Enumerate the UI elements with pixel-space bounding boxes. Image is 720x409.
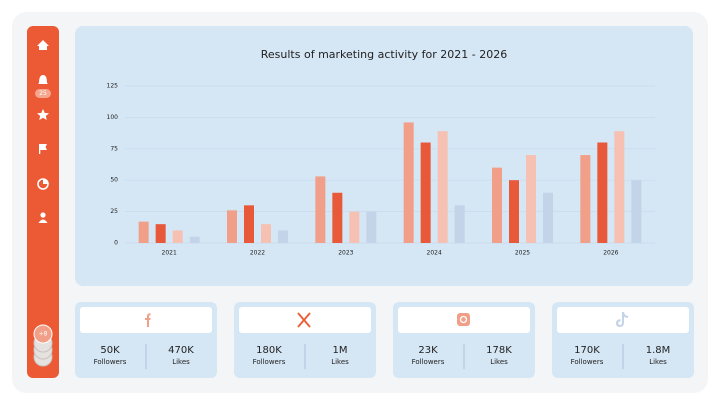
bar — [454, 205, 465, 243]
bar — [172, 230, 183, 243]
followers-label: Followers — [253, 358, 286, 366]
x-tick-label: 2022 — [250, 250, 265, 257]
bar — [155, 224, 166, 243]
x-icon — [297, 312, 311, 328]
more-avatars[interactable] — [33, 324, 53, 344]
user-icon-head[interactable] — [40, 212, 46, 218]
user-icon-body — [38, 219, 48, 223]
bar — [526, 155, 536, 243]
bell-icon[interactable] — [38, 75, 48, 84]
bar — [403, 122, 414, 243]
likes-label: Likes — [172, 358, 190, 366]
y-tick-label: 125 — [107, 83, 119, 90]
bar — [580, 155, 591, 243]
y-tick-label: 50 — [110, 177, 118, 184]
likes-count: 1.8M — [646, 345, 671, 356]
bar — [138, 221, 149, 243]
home-icon[interactable] — [37, 40, 49, 50]
y-tick-label: 25 — [110, 208, 118, 215]
bar — [261, 224, 271, 243]
tiktok-icon — [615, 312, 628, 327]
bar — [437, 131, 448, 243]
likes-count: 470K — [168, 345, 194, 356]
x-tick-label: 2025 — [515, 250, 530, 257]
bar — [597, 142, 608, 243]
followers-label: Followers — [412, 358, 445, 366]
y-tick-label: 100 — [107, 114, 119, 121]
followers-label: Followers — [571, 358, 604, 366]
social-icons — [145, 312, 628, 328]
likes-label: Likes — [490, 358, 508, 366]
bar — [543, 192, 553, 243]
bar — [244, 205, 254, 243]
x-tick-label: 2021 — [162, 250, 177, 257]
y-tick-label: 75 — [110, 145, 118, 152]
chart-icon-slice — [43, 179, 48, 184]
bar — [278, 230, 288, 243]
y-tick-label: 0 — [114, 240, 118, 247]
followers-count: 180K — [256, 345, 282, 356]
bar — [509, 180, 519, 243]
x-tick-label: 2024 — [427, 250, 442, 257]
star-icon[interactable] — [37, 109, 49, 120]
badge-count: 25 — [39, 90, 47, 97]
bar — [614, 131, 625, 243]
bar — [227, 210, 237, 243]
sidebar-icons — [37, 40, 49, 223]
sidebar — [27, 26, 59, 378]
bar — [332, 192, 343, 243]
followers-count: 170K — [574, 345, 600, 356]
likes-label: Likes — [649, 358, 667, 366]
followers-label: Followers — [94, 358, 127, 366]
likes-label: Likes — [331, 358, 349, 366]
instagram-lens — [459, 315, 468, 324]
instagram-icon — [457, 313, 470, 326]
chart-title: Results of marketing activity for 2021 -… — [261, 48, 507, 61]
followers-count: 50K — [100, 345, 120, 356]
bar — [492, 167, 502, 243]
bar — [420, 142, 431, 243]
bar — [189, 236, 200, 243]
facebook-icon — [145, 313, 151, 327]
bar — [349, 211, 360, 243]
x-tick-label: 2026 — [603, 250, 618, 257]
badge — [35, 89, 51, 98]
followers-count: 23K — [418, 345, 438, 356]
bar — [631, 180, 642, 243]
avatar-stack — [33, 324, 53, 367]
flag-icon[interactable] — [39, 144, 47, 154]
likes-count: 1M — [333, 345, 348, 356]
x-tick-label: 2023 — [338, 250, 353, 257]
bar — [366, 211, 377, 243]
more-count: +8 — [39, 331, 48, 338]
likes-count: 178K — [486, 345, 512, 356]
bar — [315, 176, 326, 243]
